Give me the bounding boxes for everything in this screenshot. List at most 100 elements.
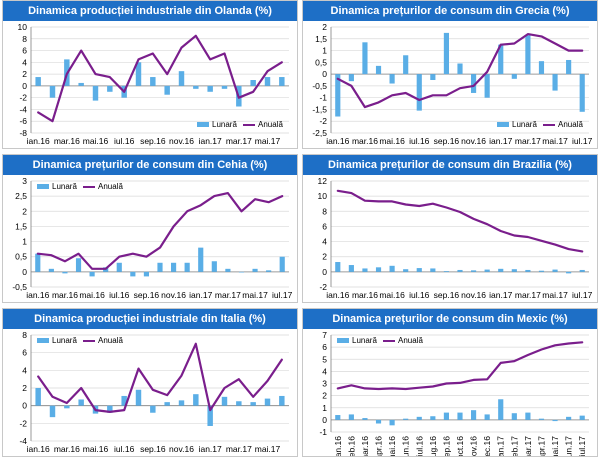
bar (178, 400, 185, 406)
y-tick-label: 2 (322, 22, 327, 32)
bar (525, 269, 531, 272)
bar (375, 65, 382, 75)
bar (552, 269, 558, 272)
bar (170, 262, 177, 272)
legend-label: Anuală (258, 120, 283, 129)
chart-brazilia: -2 0 2 4 6 8 10 12 ian.16 mar.16 mai.16 iul.16 sep.1… (318, 176, 593, 300)
bar (538, 270, 545, 272)
bar (335, 74, 341, 117)
bar (143, 271, 150, 277)
chart-panel-mexic: Dinamica prețurilor de consum din Mexic … (302, 308, 598, 457)
bar (389, 74, 395, 84)
bar (348, 414, 354, 420)
bar (279, 256, 285, 272)
bar (135, 62, 142, 86)
y-tick-label: 7 (322, 330, 327, 340)
bar (579, 74, 585, 112)
bar (511, 413, 517, 420)
x-tick-label: mai.16 (379, 290, 405, 300)
bar (193, 85, 199, 89)
bar (403, 418, 409, 420)
x-tick-label: mai.17 (255, 136, 281, 146)
x-tick-label: mai.16 (387, 436, 397, 456)
y-tick-label: -2 (19, 418, 27, 428)
y-tick-label: -4 (19, 104, 27, 114)
y-tick-label: 1 (322, 403, 327, 413)
chart-panel-grecia: Dinamica prețurilor de consum din Grecia… (302, 0, 598, 149)
x-tick-label: iul.17 (572, 290, 593, 300)
bar (362, 42, 368, 75)
y-tick-label: -6 (19, 116, 27, 126)
y-tick-label: -1 (319, 93, 327, 103)
bar (164, 85, 170, 95)
bar (130, 271, 136, 277)
bar (457, 63, 463, 75)
legend-label: Lunară (512, 120, 537, 129)
y-tick-label: 4 (22, 365, 27, 375)
x-tick-label: iul.16 (414, 436, 424, 456)
bar (48, 268, 54, 272)
bar (250, 80, 256, 86)
bar (78, 82, 84, 86)
bar (375, 267, 382, 272)
legend-swatch-bar (197, 122, 209, 127)
bar (443, 412, 450, 420)
x-tick-label: iul.17 (572, 136, 593, 146)
bar (335, 262, 341, 272)
x-tick-label: ian.16 (326, 290, 349, 300)
x-tick-label: ian.17 (496, 436, 506, 456)
chart-title: Dinamica prețurilor de consum din Mexic … (303, 309, 597, 329)
x-tick-label: sep.16 (134, 290, 160, 300)
chart-title: Dinamica producției industriale din Olan… (3, 1, 297, 21)
x-tick-label: mar.16 (54, 444, 80, 454)
bar (264, 398, 271, 406)
bar (511, 74, 517, 79)
x-tick-label: ian.17 (189, 290, 212, 300)
x-tick-label: nov.16 (169, 136, 194, 146)
bar (375, 419, 382, 424)
bar (184, 262, 190, 272)
x-tick-label: ian.17 (489, 136, 512, 146)
y-tick-label: 8 (22, 34, 27, 44)
bar (89, 271, 95, 277)
y-tick-label: 1,5 (15, 221, 27, 231)
bar (525, 35, 531, 75)
y-tick-label: 2 (322, 252, 327, 262)
series-line (37, 342, 283, 414)
x-tick-label: mar.16 (352, 136, 378, 146)
y-tick-label: 0 (22, 267, 27, 277)
x-tick-label: ian.16 (26, 290, 49, 300)
x-tick-label: feb.16 (346, 436, 356, 456)
bar (362, 418, 368, 420)
x-tick-label: mai.16 (379, 136, 405, 146)
bar (35, 253, 41, 272)
series-line (336, 341, 584, 391)
chart-italia: -4 -2 0 2 4 6 8 ian.16 mar.16 mai.16 iul.16 sep.16 n… (19, 330, 289, 454)
bar (207, 85, 213, 92)
bar (198, 247, 204, 272)
y-tick-label: 0,5 (15, 252, 27, 262)
legend-label: Lunară (352, 336, 377, 345)
chart-panel-italia: Dinamica producției industriale din Ital… (2, 308, 298, 457)
y-tick-label: 0,5 (315, 57, 327, 67)
chart-title: Dinamica prețurilor de consum din Cehia … (3, 155, 297, 175)
bar (225, 268, 231, 272)
x-tick-label: mar.17 (515, 290, 541, 300)
x-tick-label: sep.16 (140, 136, 166, 146)
bar (135, 389, 142, 406)
x-tick-label: nov.16 (461, 290, 486, 300)
bar (35, 77, 41, 86)
bar (211, 261, 217, 272)
x-tick-label: iul.16 (409, 136, 430, 146)
bar (470, 74, 477, 93)
y-tick-label: 2 (322, 391, 327, 401)
chart-olanda: -8 -6 -4-2 0 2 46 8 10 ian.16 mar.16 mai.16 iul.16 s… (18, 22, 289, 146)
y-tick-label: 2,5 (15, 191, 27, 201)
x-tick-label: mai.17 (550, 436, 560, 456)
y-tick-label: 0 (22, 81, 27, 91)
y-tick-label: 2 (22, 206, 27, 216)
legend-label: Lunară (212, 120, 237, 129)
bar (457, 412, 463, 420)
bar (207, 405, 213, 426)
